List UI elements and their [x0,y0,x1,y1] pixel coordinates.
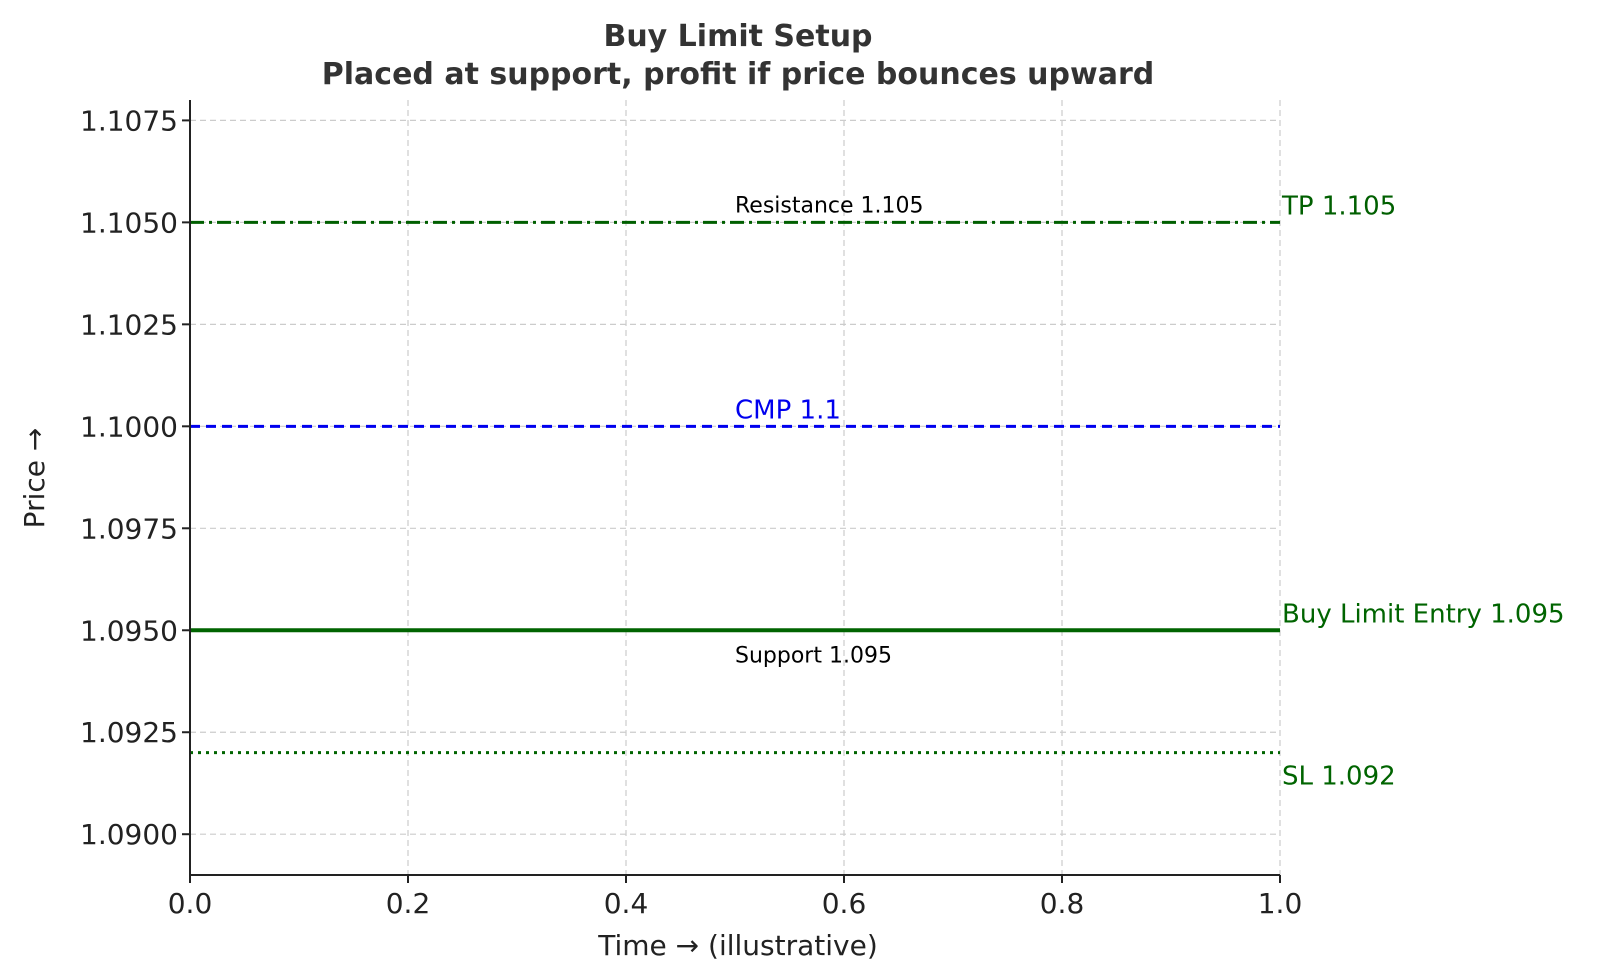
level-lines-layer: TP 1.105 Buy Limit Entry 1.095 SL 1.092 [190,191,1565,792]
y-tick-label-1: 1.0925 [80,716,178,749]
y-tick-label-3: 1.0975 [80,512,178,545]
level-label-3: SL 1.092 [1282,762,1396,792]
x-tick-label-2: 0.4 [604,887,649,920]
chart-title: Buy Limit Setup [603,19,872,54]
y-tick-label-2: 1.0950 [80,614,178,647]
annotation-2: Support 1.095 [735,643,892,668]
y-tick-label-7: 1.1075 [80,104,178,137]
level-label-0: TP 1.105 [1281,191,1396,221]
annotation-1: CMP 1.1 [735,395,841,425]
y-axis-label: Price → [18,428,51,529]
y-tick-label-6: 1.1050 [80,206,178,239]
x-tick-label-0: 0.0 [168,887,213,920]
y-tick-label-4: 1.1000 [80,410,178,443]
x-tick-label-1: 0.2 [386,887,431,920]
x-tick-label-4: 0.8 [1040,887,1085,920]
x-tick-label-3: 0.6 [822,887,867,920]
chart-subtitle: Placed at support, profit if price bounc… [322,57,1154,92]
x-tick-label-5: 1.0 [1258,887,1303,920]
y-tick-label-0: 1.0900 [80,818,178,851]
level-label-2: Buy Limit Entry 1.095 [1282,599,1565,629]
annotation-0: Resistance 1.105 [735,193,924,218]
y-tick-label-5: 1.1025 [80,308,178,341]
x-axis-label: Time → (illustrative) [597,929,878,962]
annotations-layer: Resistance 1.105 CMP 1.1 Support 1.095 [735,193,924,668]
axes-layer: 0.0 0.2 0.4 0.6 0.8 1.0 1.0900 1.0925 1.0950 1.09… [80,100,1302,920]
